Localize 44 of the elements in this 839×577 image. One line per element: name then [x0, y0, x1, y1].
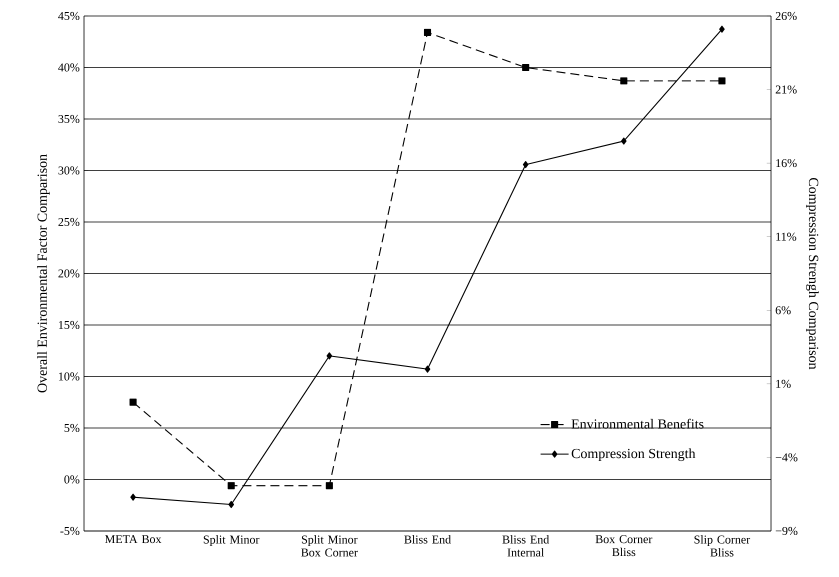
point [424, 366, 430, 373]
y-tick-label: -5% [60, 526, 80, 536]
point [130, 398, 137, 406]
point [228, 500, 234, 508]
x-tick-label: Split Minor [204, 535, 260, 546]
point [424, 28, 432, 36]
y-tick-label: 15% [58, 320, 80, 330]
y2-tick-label: 16% [776, 159, 797, 168]
x-tick-label: Box Corner Bliss [596, 535, 652, 556]
y-tick-label: 20% [58, 269, 80, 278]
y2-tick-label: 11% [776, 232, 796, 241]
y-tick-label: 30% [58, 166, 80, 175]
y-tick-label: 0% [64, 475, 80, 484]
x-tick-label: Split Minor Box Corner [301, 535, 358, 557]
y-tick-label: 45% [58, 12, 80, 20]
point [326, 482, 333, 490]
point [522, 161, 528, 168]
x-tick-label: Slip Corner Bliss [694, 535, 750, 557]
x-tick-label: Bliss End Internal [502, 535, 550, 557]
point [228, 482, 235, 490]
point [719, 26, 725, 33]
y-tick-label: 25% [58, 218, 80, 226]
legend-label: Compression Strength [572, 448, 696, 462]
y-tick-label: 40% [58, 63, 80, 72]
y2-tick-label: 1% [776, 380, 791, 388]
y2-tick-label: −9% [776, 526, 798, 536]
x-tick-label: META Box [105, 535, 162, 544]
y-tick-label: 35% [58, 114, 80, 124]
y2-tick-label: −4% [776, 453, 798, 462]
y2-tick-label: 6% [776, 306, 791, 314]
point [620, 77, 628, 84]
y2-axis-title: Compression Strengh Comparison [806, 178, 819, 370]
y2-tick-label: 21% [776, 86, 797, 94]
point [718, 77, 726, 84]
legend-label: Environmental Benefits [572, 418, 704, 429]
point [130, 494, 136, 501]
y-axis-title: Overall Environmental Factor Comparison [37, 154, 50, 392]
y-tick-label: 5% [64, 424, 80, 432]
point [620, 138, 627, 145]
point [326, 352, 332, 360]
y2-tick-label: 26% [776, 12, 797, 20]
point [522, 64, 530, 72]
y-tick-label: 10% [58, 372, 80, 381]
x-tick-label: Bliss End [404, 535, 451, 544]
